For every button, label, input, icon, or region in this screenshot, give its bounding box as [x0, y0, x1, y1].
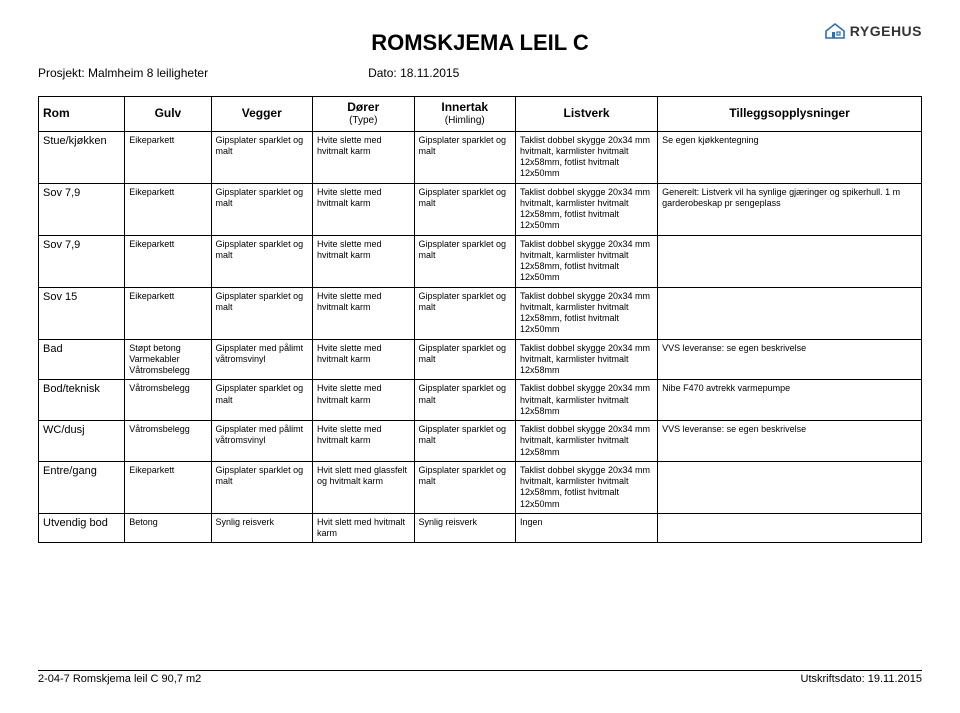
cell-dorer: Hvite slette med hvitmalt karm	[313, 131, 414, 183]
col-rom: Rom	[39, 97, 125, 132]
cell-gulv: Eikeparkett	[125, 287, 211, 339]
page-footer: 2-04-7 Romskjema leil C 90,7 m2 Utskrift…	[38, 670, 922, 685]
table-row: Bod/tekniskVåtromsbeleggGipsplater spark…	[39, 380, 922, 421]
cell-rom: Utvendig bod	[39, 513, 125, 543]
col-dorer-main: Dører	[347, 100, 379, 114]
col-dorer-sub: (Type)	[317, 115, 409, 128]
cell-vegger: Gipsplater sparklet og malt	[211, 183, 312, 235]
table-header-row: Rom Gulv Vegger Dører (Type) Innertak (H…	[39, 97, 922, 132]
cell-gulv: Eikeparkett	[125, 183, 211, 235]
cell-gulv: Våtromsbelegg	[125, 380, 211, 421]
table-row: Stue/kjøkkenEikeparkettGipsplater sparkl…	[39, 131, 922, 183]
table-row: WC/dusjVåtromsbeleggGipsplater med pålim…	[39, 421, 922, 462]
cell-vegger: Synlig reisverk	[211, 513, 312, 543]
cell-dorer: Hvite slette med hvitmalt karm	[313, 183, 414, 235]
cell-tillegg: VVS leveranse: se egen beskrivelse	[658, 339, 922, 380]
cell-dorer: Hvite slette med hvitmalt karm	[313, 380, 414, 421]
cell-tillegg: Se egen kjøkkentegning	[658, 131, 922, 183]
cell-dorer: Hvite slette med hvitmalt karm	[313, 235, 414, 287]
col-dorer: Dører (Type)	[313, 97, 414, 132]
date-label: Dato:	[368, 66, 397, 80]
cell-listverk: Taklist dobbel skygge 20x34 mm hvitmalt,…	[515, 380, 657, 421]
cell-gulv: Eikeparkett	[125, 131, 211, 183]
cell-tillegg: Generelt: Listverk vil ha synlige gjærin…	[658, 183, 922, 235]
cell-vegger: Gipsplater sparklet og malt	[211, 131, 312, 183]
cell-tillegg	[658, 287, 922, 339]
cell-dorer: Hvite slette med hvitmalt karm	[313, 287, 414, 339]
col-vegger: Vegger	[211, 97, 312, 132]
cell-dorer: Hvit slett med hvitmalt karm	[313, 513, 414, 543]
cell-vegger: Gipsplater sparklet og malt	[211, 287, 312, 339]
table-row: Entre/gangEikeparkettGipsplater sparklet…	[39, 461, 922, 513]
cell-rom: WC/dusj	[39, 421, 125, 462]
cell-innertak: Gipsplater sparklet og malt	[414, 183, 515, 235]
cell-listverk: Ingen	[515, 513, 657, 543]
cell-listverk: Taklist dobbel skygge 20x34 mm hvitmalt,…	[515, 461, 657, 513]
cell-listverk: Taklist dobbel skygge 20x34 mm hvitmalt,…	[515, 235, 657, 287]
cell-innertak: Gipsplater sparklet og malt	[414, 461, 515, 513]
table-row: Sov 7,9EikeparkettGipsplater sparklet og…	[39, 183, 922, 235]
subheader: Prosjekt: Malmheim 8 leiligheter Dato: 1…	[38, 66, 922, 80]
col-gulv: Gulv	[125, 97, 211, 132]
cell-gulv: Eikeparkett	[125, 235, 211, 287]
project-value: Malmheim 8 leiligheter	[88, 66, 208, 80]
cell-listverk: Taklist dobbel skygge 20x34 mm hvitmalt,…	[515, 287, 657, 339]
brand-text: RYGEHUS	[850, 23, 922, 39]
cell-listverk: Taklist dobbel skygge 20x34 mm hvitmalt,…	[515, 183, 657, 235]
table-row: Sov 15EikeparkettGipsplater sparklet og …	[39, 287, 922, 339]
cell-rom: Entre/gang	[39, 461, 125, 513]
cell-rom: Stue/kjøkken	[39, 131, 125, 183]
cell-innertak: Gipsplater sparklet og malt	[414, 421, 515, 462]
footer-right: Utskriftsdato: 19.11.2015	[801, 673, 922, 685]
cell-dorer: Hvite slette med hvitmalt karm	[313, 339, 414, 380]
cell-rom: Sov 7,9	[39, 235, 125, 287]
document-title: ROMSKJEMA LEIL C	[38, 30, 922, 56]
footer-left: 2-04-7 Romskjema leil C 90,7 m2	[38, 673, 201, 685]
cell-rom: Sov 15	[39, 287, 125, 339]
cell-dorer: Hvit slett med glassfelt og hvitmalt kar…	[313, 461, 414, 513]
table-row: Utvendig bodBetongSynlig reisverkHvit sl…	[39, 513, 922, 543]
cell-innertak: Gipsplater sparklet og malt	[414, 380, 515, 421]
cell-listverk: Taklist dobbel skygge 20x34 mm hvitmalt,…	[515, 131, 657, 183]
cell-innertak: Synlig reisverk	[414, 513, 515, 543]
cell-vegger: Gipsplater med pålimt våtromsvinyl	[211, 421, 312, 462]
col-innertak-main: Innertak	[441, 100, 488, 114]
date-value: 18.11.2015	[400, 66, 459, 80]
room-schedule-table: Rom Gulv Vegger Dører (Type) Innertak (H…	[38, 96, 922, 543]
cell-innertak: Gipsplater sparklet og malt	[414, 235, 515, 287]
cell-tillegg: VVS leveranse: se egen beskrivelse	[658, 421, 922, 462]
cell-vegger: Gipsplater sparklet og malt	[211, 380, 312, 421]
brand-logo: RYGEHUS	[824, 22, 922, 40]
cell-rom: Sov 7,9	[39, 183, 125, 235]
cell-tillegg	[658, 513, 922, 543]
cell-tillegg	[658, 461, 922, 513]
cell-tillegg	[658, 235, 922, 287]
cell-vegger: Gipsplater med pålimt våtromsvinyl	[211, 339, 312, 380]
col-listverk: Listverk	[515, 97, 657, 132]
cell-vegger: Gipsplater sparklet og malt	[211, 461, 312, 513]
cell-gulv: Betong	[125, 513, 211, 543]
table-row: Sov 7,9EikeparkettGipsplater sparklet og…	[39, 235, 922, 287]
col-tillegg: Tilleggsopplysninger	[658, 97, 922, 132]
cell-innertak: Gipsplater sparklet og malt	[414, 131, 515, 183]
cell-rom: Bad	[39, 339, 125, 380]
cell-listverk: Taklist dobbel skygge 20x34 mm hvitmalt,…	[515, 421, 657, 462]
col-innertak-sub: (Himling)	[419, 115, 511, 128]
col-innertak: Innertak (Himling)	[414, 97, 515, 132]
cell-gulv: Støpt betong Varmekabler Våtromsbelegg	[125, 339, 211, 380]
cell-gulv: Eikeparkett	[125, 461, 211, 513]
cell-dorer: Hvite slette med hvitmalt karm	[313, 421, 414, 462]
cell-vegger: Gipsplater sparklet og malt	[211, 235, 312, 287]
house-icon	[824, 22, 846, 40]
cell-listverk: Taklist dobbel skygge 20x34 mm hvitmalt,…	[515, 339, 657, 380]
cell-rom: Bod/teknisk	[39, 380, 125, 421]
cell-innertak: Gipsplater sparklet og malt	[414, 287, 515, 339]
cell-gulv: Våtromsbelegg	[125, 421, 211, 462]
project-label: Prosjekt:	[38, 66, 85, 80]
table-row: BadStøpt betong Varmekabler Våtromsbeleg…	[39, 339, 922, 380]
cell-innertak: Gipsplater sparklet og malt	[414, 339, 515, 380]
cell-tillegg: Nibe F470 avtrekk varmepumpe	[658, 380, 922, 421]
